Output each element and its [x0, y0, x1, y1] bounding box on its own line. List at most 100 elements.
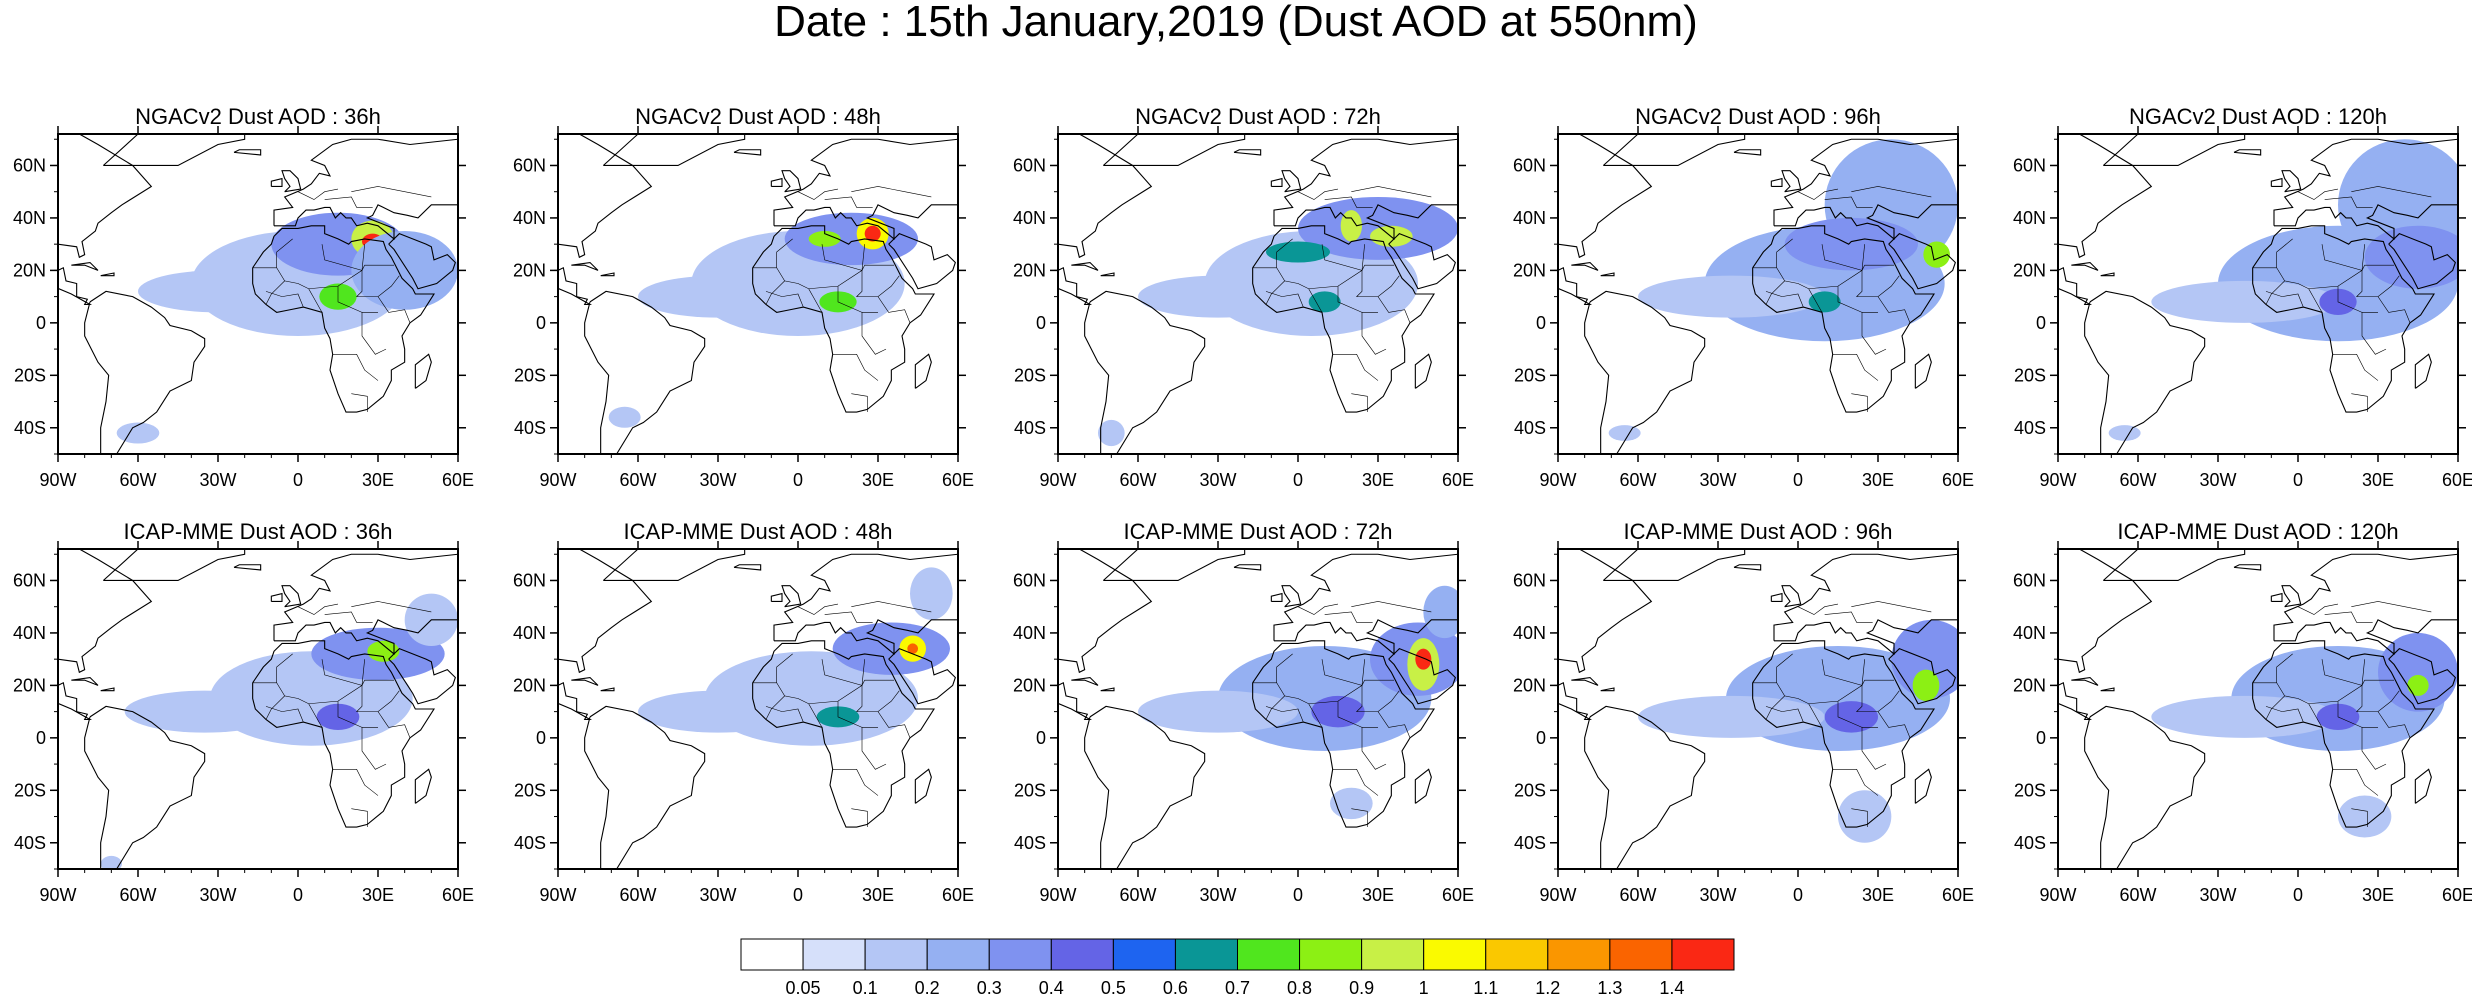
country-border [1351, 393, 1368, 413]
coastline [252, 225, 436, 413]
coastline [584, 705, 706, 869]
lat-tick-label: 20N [1513, 675, 1546, 695]
lat-tick-label: 60N [1013, 155, 1046, 175]
coastline [102, 134, 246, 167]
coastline [1233, 149, 1262, 156]
aod-field [1098, 196, 1458, 447]
colorbar-swatch [926, 938, 990, 971]
map-panel-2: NGACv2 Dust AOD : 48h 90W 60W 30W 0 30E 60E 60N… [513, 104, 974, 490]
coastline [1058, 549, 1153, 721]
country-border [265, 706, 304, 723]
lat-tick-label: 20S [514, 365, 546, 385]
panel-title: ICAP-MME Dust AOD : 72h [1124, 519, 1393, 544]
colorbar-label: 0.1 [853, 978, 878, 995]
lon-tick-label: 30W [199, 470, 236, 490]
coastline [71, 676, 99, 686]
coastline [1600, 272, 1615, 277]
colorbar-label: 0.8 [1287, 978, 1312, 995]
coastline [1273, 138, 1458, 241]
country-border [2265, 706, 2304, 723]
coastline [2388, 233, 2456, 290]
country-border [765, 706, 804, 723]
lon-tick-label: 0 [1293, 885, 1303, 905]
lon-tick-label: 60W [1619, 470, 1656, 490]
country-border [877, 296, 911, 323]
country-border [1351, 186, 1432, 198]
lat-tick-label: 20S [2014, 365, 2046, 385]
colorbar-swatch [1112, 938, 1176, 971]
lon-tick-label: 60W [1119, 885, 1156, 905]
country-border [2324, 196, 2373, 208]
country-border [351, 601, 432, 613]
country-border [2308, 703, 2323, 728]
aod-patch [638, 690, 798, 733]
lon-tick-label: 90W [539, 470, 576, 490]
country-border [1824, 196, 1873, 208]
lat-tick-label: 60N [2013, 570, 2046, 590]
country-border [2265, 695, 2285, 720]
coastline [600, 272, 615, 277]
country-border [276, 238, 293, 268]
country-border [2321, 659, 2365, 686]
aod-patch [1423, 585, 1458, 639]
country-border [1861, 312, 1887, 355]
lat-tick-label: 0 [2036, 313, 2046, 333]
coastline [781, 170, 802, 193]
aod-patch [638, 275, 798, 318]
coastline [273, 553, 458, 656]
coastline [1100, 687, 1115, 692]
country-border [1308, 703, 1323, 728]
lat-tick-label: 40N [13, 623, 46, 643]
country-border [765, 280, 785, 305]
panel-title: ICAP-MME Dust AOD : 48h [624, 519, 893, 544]
country-border [797, 603, 839, 615]
aod-patch [2151, 695, 2339, 738]
aod-patch [2151, 280, 2339, 323]
country-border [1276, 238, 1293, 268]
lat-tick-label: 0 [536, 728, 546, 748]
coastline [602, 134, 746, 167]
figure-title: Date : 15th January,2019 (Dust AOD at 55… [774, 0, 1698, 46]
country-border [1361, 727, 1387, 770]
coastline [1058, 134, 1153, 306]
coastline [1773, 553, 1958, 656]
country-border [2297, 188, 2339, 200]
aod-patch [2378, 632, 2458, 712]
country-border [2276, 238, 2293, 268]
coastline [2252, 640, 2436, 828]
lon-tick-label: 60W [619, 885, 656, 905]
coastline [1752, 225, 1936, 413]
aod-patch [1784, 217, 1919, 271]
colorbar: 0.05 0.1 0.2 0.3 0.4 0.5 0.6 0.7 0.8 0.9 1 1.1 1.2 1.… [740, 938, 1735, 995]
country-border [824, 611, 873, 623]
coastline [1600, 687, 1615, 692]
lon-tick-label: 90W [39, 470, 76, 490]
country-border [861, 727, 887, 770]
lon-tick-label: 30W [1199, 885, 1236, 905]
aod-patch [1912, 669, 1940, 702]
coastline [1388, 233, 1456, 290]
country-border [337, 701, 378, 728]
lat-tick-label: 20S [14, 780, 46, 800]
lat-tick-label: 20N [513, 675, 546, 695]
coastlines [2058, 549, 2458, 869]
country-border [361, 312, 387, 355]
lon-tick-label: 30E [2362, 470, 2394, 490]
country-border [851, 186, 932, 198]
country-border [1832, 769, 1879, 796]
colorbar-swatch [1485, 938, 1549, 971]
coastline [270, 592, 283, 603]
lon-tick-label: 30E [862, 470, 894, 490]
colorbar-swatch [740, 938, 804, 971]
panel-title: NGACv2 Dust AOD : 96h [1635, 104, 1881, 129]
country-border [324, 611, 373, 623]
lon-tick-label: 60W [119, 885, 156, 905]
lat-tick-label: 40S [1014, 418, 1046, 438]
country-border [321, 659, 365, 686]
lon-tick-label: 0 [293, 470, 303, 490]
country-border [2332, 769, 2379, 796]
colorbar-swatch [1671, 938, 1735, 971]
coastline [602, 549, 746, 582]
coastline [1071, 261, 1099, 271]
country-border [1877, 711, 1911, 738]
